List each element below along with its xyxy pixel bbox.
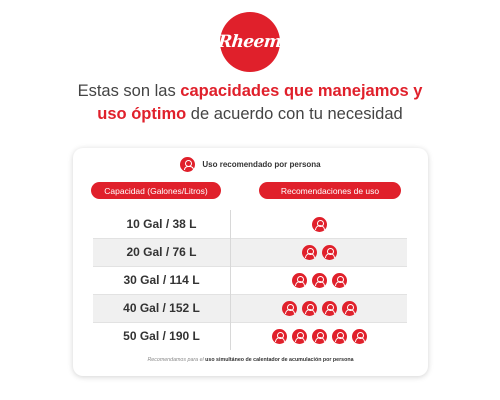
capacity-card: Uso recomendado por persona Capacidad (G… <box>73 148 428 376</box>
table-row: 30 Gal / 114 L <box>93 266 407 294</box>
capacity-cell: 10 Gal / 38 L <box>126 217 197 231</box>
row-separator <box>93 294 407 295</box>
row-separator <box>93 238 407 239</box>
table-row: 50 Gal / 190 L <box>93 322 407 350</box>
person-icon <box>301 244 317 260</box>
legend-label: Uso recomendado por persona <box>202 160 321 169</box>
person-icon <box>311 328 327 344</box>
header-recommendation: Recomendaciones de uso <box>259 182 401 199</box>
recommendation-cell <box>231 322 407 350</box>
recommendation-cell <box>231 294 407 322</box>
person-icon <box>271 328 287 344</box>
logo-text: Rheem <box>217 32 283 52</box>
headline-accent1: capacidades que manejamos y <box>180 82 423 100</box>
recommendation-cell <box>231 266 407 294</box>
person-icon <box>331 328 347 344</box>
header-capacity: Capacidad (Galones/Litros) <box>91 182 221 199</box>
headline-part2: de acuerdo con tu necesidad <box>186 105 403 123</box>
footnote-strong: uso simultáneo de calentador de acumulac… <box>205 357 354 363</box>
recommendation-cell <box>231 238 407 266</box>
table-row: 40 Gal / 152 L <box>93 294 407 322</box>
footnote-light: Recomendamos para el <box>147 357 206 363</box>
person-icon <box>321 300 337 316</box>
person-icon <box>291 272 307 288</box>
person-icon <box>321 244 337 260</box>
table-row: 20 Gal / 76 L <box>93 238 407 266</box>
person-icon <box>351 328 367 344</box>
headline: Estas son las capacidades que manejamos … <box>0 80 500 126</box>
table-row: 10 Gal / 38 L <box>93 210 407 238</box>
person-icon <box>180 157 196 172</box>
legend: Uso recomendado por persona <box>73 157 428 172</box>
capacity-cell: 50 Gal / 190 L <box>123 329 200 343</box>
person-icon <box>291 328 307 344</box>
person-icon <box>331 272 347 288</box>
headline-part1: Estas son las <box>77 82 181 100</box>
recommendation-cell <box>231 210 407 238</box>
person-icon <box>301 300 317 316</box>
capacity-cell: 40 Gal / 152 L <box>123 301 200 315</box>
rheem-logo: Rheem <box>217 12 283 72</box>
headline-accent2: uso óptimo <box>97 105 187 123</box>
footnote: Recomendamos para el uso simultáneo de c… <box>73 357 428 363</box>
person-icon <box>311 272 327 288</box>
row-separator <box>93 322 407 323</box>
person-icon <box>281 300 297 316</box>
person-icon <box>311 216 327 232</box>
capacity-cell: 30 Gal / 114 L <box>123 273 200 287</box>
row-separator <box>93 266 407 267</box>
column-divider <box>230 210 231 350</box>
capacity-cell: 20 Gal / 76 L <box>126 245 197 259</box>
person-icon <box>341 300 357 316</box>
